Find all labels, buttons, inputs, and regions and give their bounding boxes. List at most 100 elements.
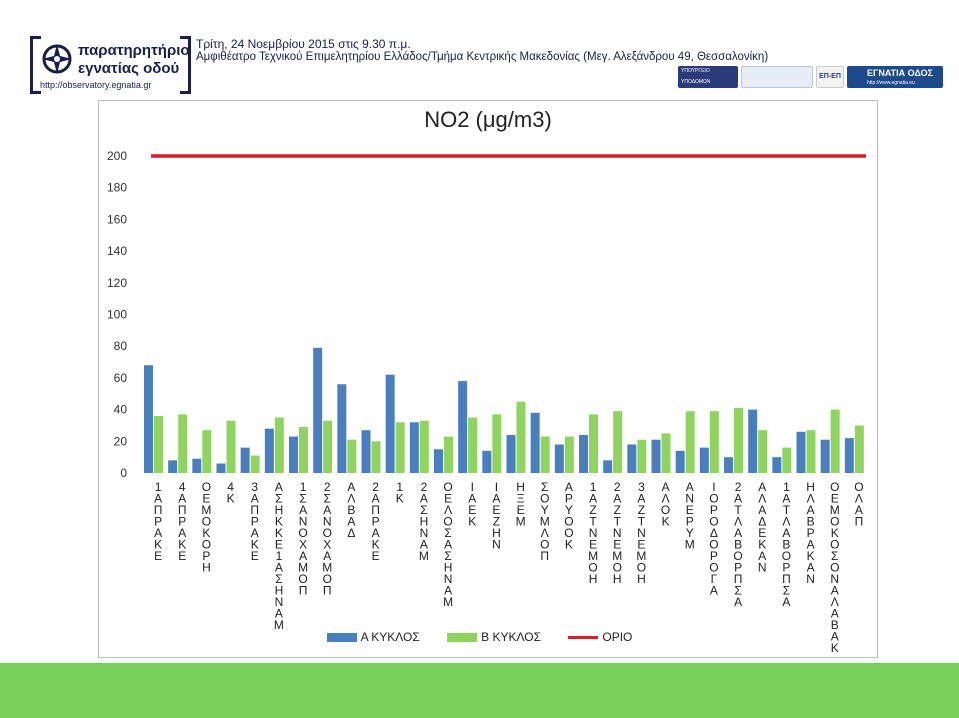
- bar-series-b: [734, 408, 743, 473]
- bar-series-a: [192, 458, 202, 473]
- bar-series-b: [516, 401, 526, 473]
- bar-series-b: [347, 439, 357, 473]
- y-tick-label: 120: [107, 276, 127, 290]
- bar-series-a: [675, 450, 685, 473]
- bar-series-a: [699, 447, 709, 473]
- y-tick-label: 80: [114, 339, 128, 353]
- bar-series-a: [168, 460, 178, 473]
- bar-series-a: [409, 422, 419, 473]
- bar-series-a: [458, 381, 468, 473]
- bar-series-a: [820, 439, 830, 473]
- epep-logo: ΕΠ-ΕΠ: [816, 66, 844, 88]
- bar-series-b: [299, 427, 308, 473]
- egnatia-logo: ΕΓΝΑΤΙΑ ΟΔΟΣ http://www.egnatia.eu: [847, 66, 943, 88]
- bar-series-b: [468, 417, 478, 473]
- bar-series-a: [724, 457, 733, 473]
- bar-series-b: [323, 420, 333, 473]
- y-tick-label: 100: [107, 308, 127, 322]
- y-tick-label: 60: [114, 371, 128, 385]
- bar-series-a: [772, 457, 782, 473]
- bar-series-a: [554, 444, 564, 473]
- legend-item-series-b[interactable]: Β ΚΥΚΛΟΣ: [447, 630, 541, 644]
- bar-series-a: [627, 444, 637, 473]
- x-axis-labels: 1 Α Π Ρ Α Κ Ε 4 Α Π Ρ Α Κ Ε Ο Ε Μ Ο Κ Ο Ρ Η 4 Κ 3 Α Π Ρ Α Κ Ε Α Σ Η Κ Κ Ε 1 Α Σ…: [154, 480, 864, 655]
- legend-swatch-series-a: [326, 633, 357, 643]
- bar-series-b: [709, 411, 719, 473]
- bar-series-b: [395, 422, 405, 473]
- brand-bracket-right: [180, 36, 191, 94]
- bar-series-b: [685, 411, 695, 473]
- bar-series-b: [154, 415, 163, 473]
- bar-series-b: [178, 414, 188, 473]
- bar-series: [144, 347, 864, 473]
- bar-series-b: [564, 436, 574, 473]
- y-tick-label: 160: [107, 212, 127, 226]
- bar-series-b: [854, 425, 864, 473]
- bar-series-a: [482, 450, 492, 473]
- bar-series-b: [637, 439, 647, 473]
- y-axis-labels: 0 20 40 60 80 100 120 140 160 180 200: [107, 149, 127, 480]
- bar-series-b: [782, 447, 792, 473]
- bar-series-b: [274, 417, 284, 473]
- bar-series-b: [419, 420, 429, 473]
- bar-series-b: [444, 436, 453, 473]
- bar-series-a: [144, 365, 153, 473]
- egnatia-logo-url: http://www.egnatia.eu: [867, 80, 915, 86]
- bar-series-a: [337, 384, 347, 473]
- bar-series-a: [289, 436, 298, 473]
- legend-swatch-series-b: [447, 633, 478, 643]
- bar-series-b: [371, 441, 381, 473]
- bar-series-b: [661, 433, 671, 473]
- bar-series-a: [579, 434, 588, 473]
- chart-legend: Α ΚΥΚΛΟΣ Β ΚΥΚΛΟΣ ΟΡΙΟ: [0, 629, 959, 645]
- bar-series-a: [506, 434, 516, 473]
- y-tick-label: 0: [120, 466, 127, 480]
- bar-series-a: [796, 431, 806, 473]
- bar-series-b: [226, 420, 236, 473]
- compass-logo-icon: [42, 44, 72, 74]
- event-venue: Αμφιθέατρο Τεχνικού Επιμελητηρίου Ελλάδο…: [196, 51, 769, 63]
- bar-series-b: [250, 455, 260, 473]
- bar-series-b: [492, 414, 502, 473]
- espa-logo: [741, 66, 813, 88]
- header: παρατηρητήριο εγνατίας οδού http://obser…: [0, 0, 959, 107]
- event-date: Τρίτη, 24 Νοεμβρίου 2015 στις 9.30 π.μ.: [196, 37, 411, 51]
- brand-bracket-left: [30, 36, 41, 94]
- legend-label-limit: ΟΡΙΟ: [602, 629, 633, 644]
- legend-item-limit[interactable]: ΟΡΙΟ: [568, 630, 632, 644]
- observatory-brand[interactable]: παρατηρητήριο εγνατίας οδού http://obser…: [30, 36, 191, 94]
- egnatia-logo-text: ΕΓΝΑΤΙΑ ΟΔΟΣ: [867, 68, 934, 78]
- bar-series-a: [651, 439, 661, 473]
- brand-url[interactable]: http://observatory.egnatia.gr: [40, 80, 152, 90]
- legend-swatch-limit: [568, 636, 599, 640]
- bar-series-b: [613, 411, 623, 473]
- chart-frame: NO2 (μg/m3): [98, 100, 878, 658]
- bar-series-a: [240, 447, 250, 473]
- legend-item-series-a[interactable]: Α ΚΥΚΛΟΣ: [326, 630, 420, 644]
- bar-series-b: [540, 436, 550, 473]
- bar-series-b: [830, 409, 840, 473]
- y-tick-label: 200: [107, 149, 127, 163]
- bar-series-b: [589, 414, 598, 473]
